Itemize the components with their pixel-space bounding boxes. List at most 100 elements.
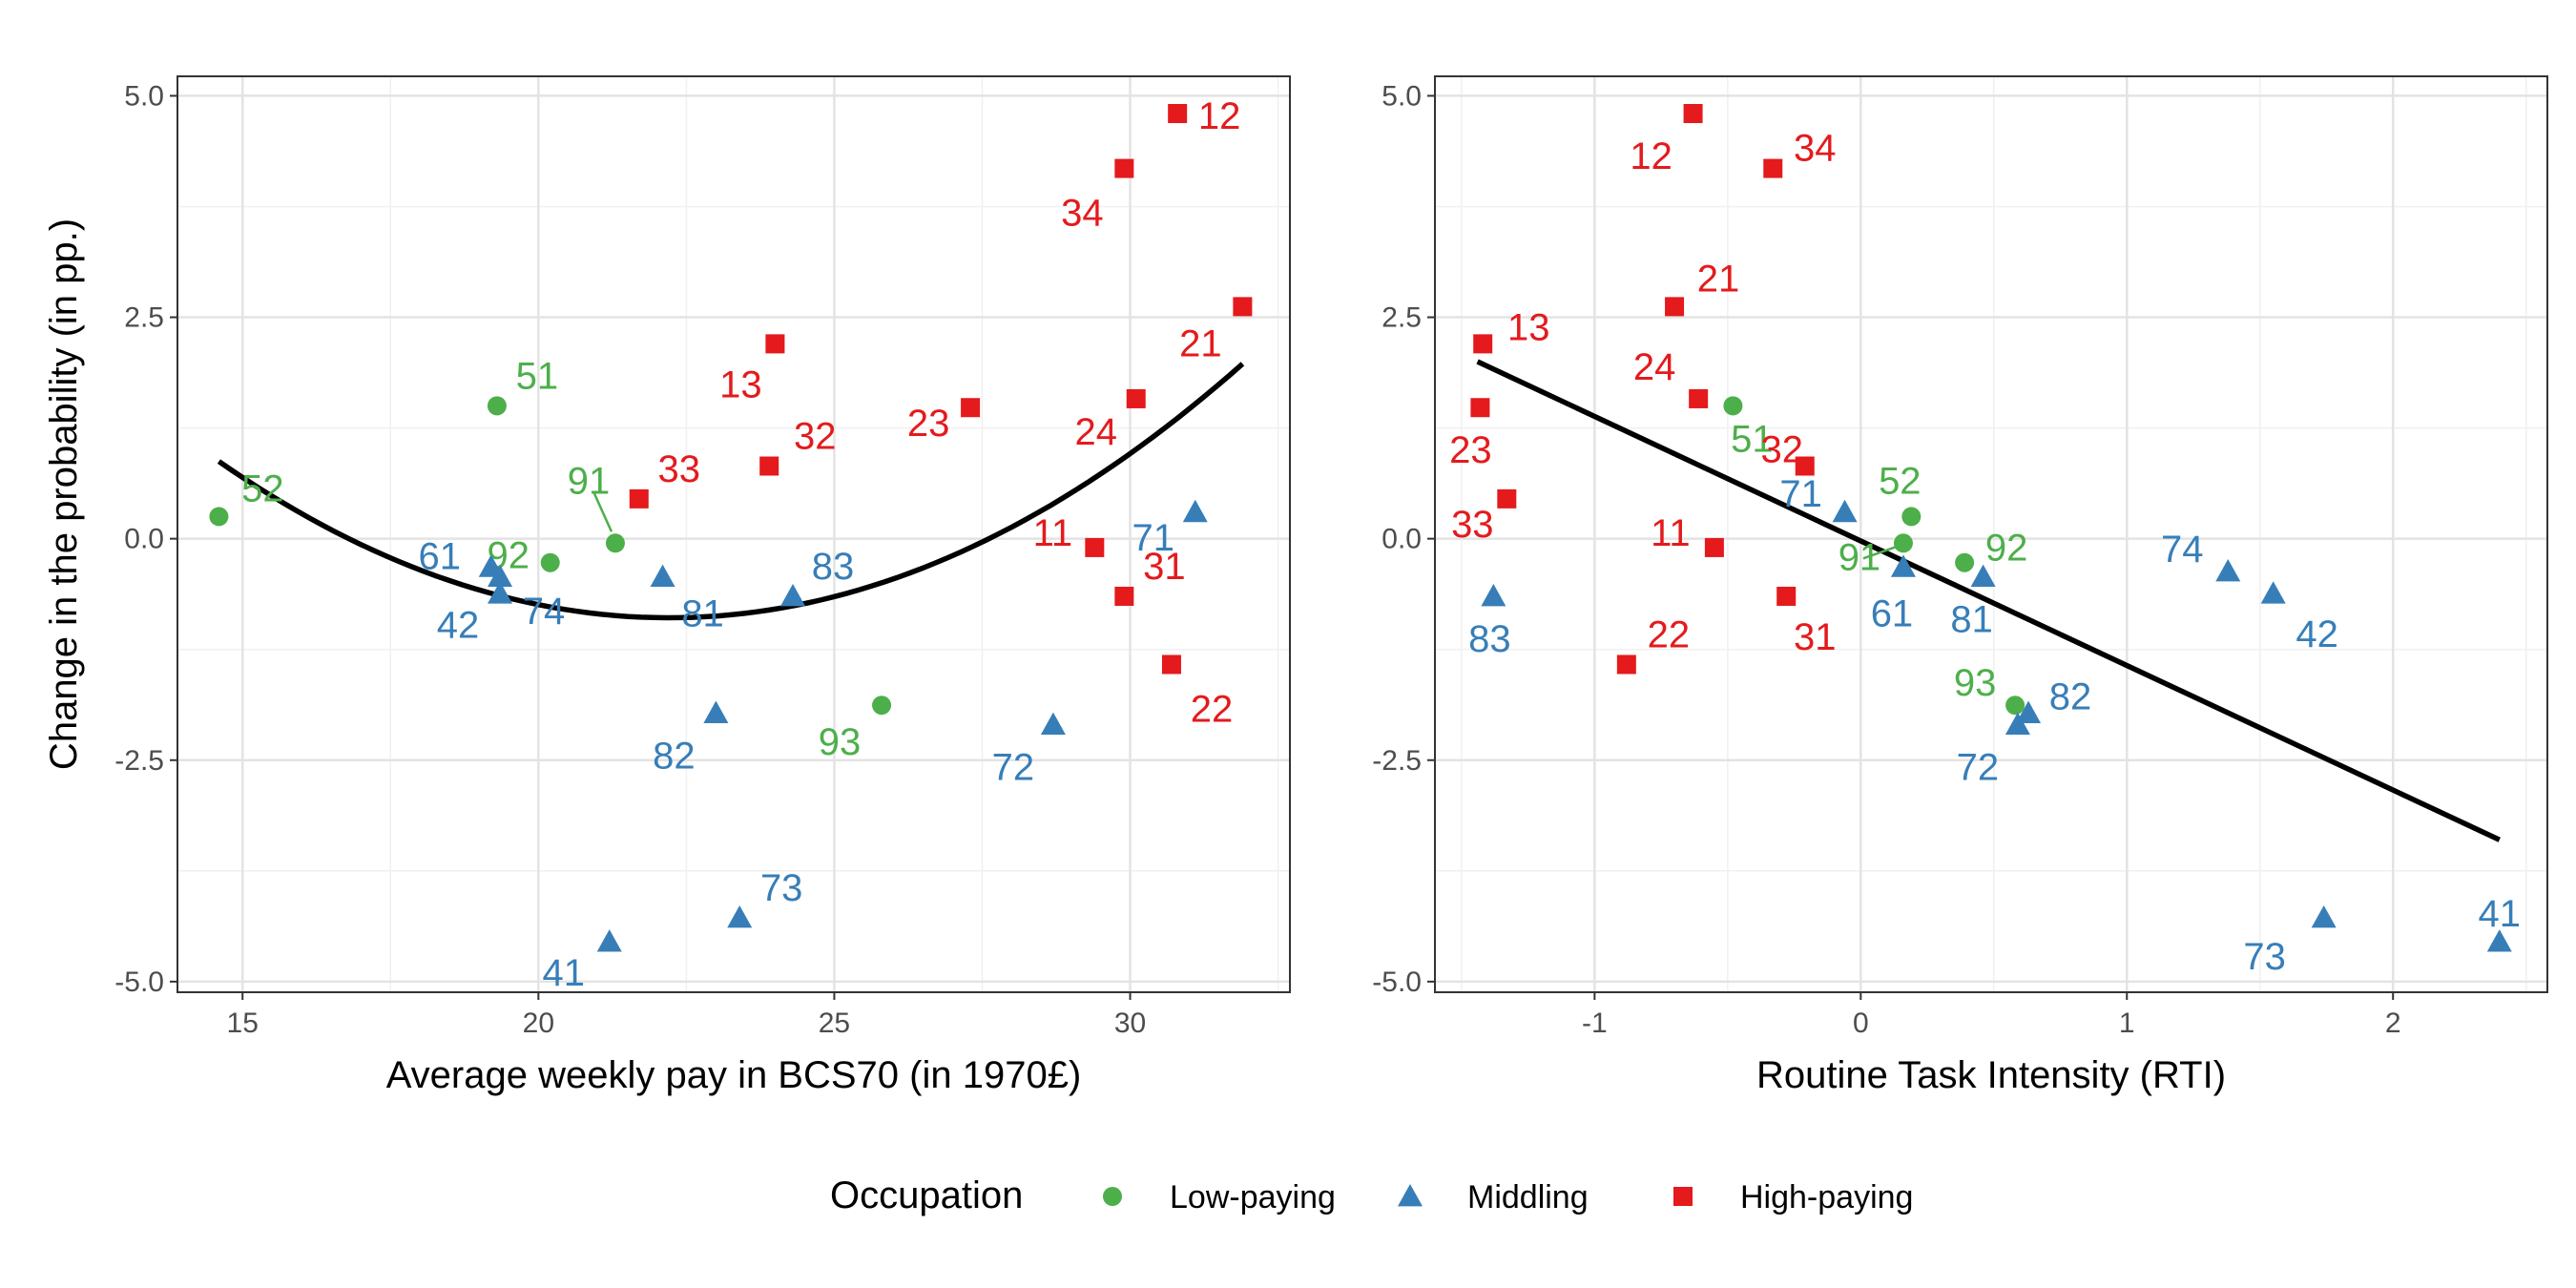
leader-91 [592, 492, 613, 532]
point-label-24: 24 [1074, 411, 1117, 453]
point-23 [961, 398, 981, 418]
point-32 [1795, 456, 1815, 476]
point-51 [487, 396, 507, 416]
point-label-23: 23 [1449, 429, 1492, 471]
point-51 [1723, 396, 1743, 416]
point-label-11: 11 [1033, 512, 1073, 554]
point-34 [1114, 158, 1134, 178]
point-label-82: 82 [653, 736, 696, 778]
point-31 [1114, 586, 1134, 606]
point-label-72: 72 [992, 747, 1035, 789]
point-label-22: 22 [1648, 613, 1691, 655]
point-label-41: 41 [2479, 893, 2522, 935]
point-52 [1901, 507, 1922, 527]
point-82 [2016, 700, 2042, 723]
point-92 [540, 552, 560, 572]
point-71 [1832, 499, 1858, 523]
plot-background [177, 76, 1290, 992]
point-label-83: 83 [1468, 618, 1511, 660]
x-tick-label: 1 [2119, 1008, 2135, 1039]
y-tick-label: 5.0 [124, 80, 164, 112]
leader-91 [1862, 546, 1897, 560]
point-label-83: 83 [812, 546, 855, 588]
point-label-61: 61 [1871, 592, 1914, 634]
point-label-21: 21 [1179, 322, 1222, 364]
point-label-93: 93 [819, 721, 862, 763]
x-tick-label: 20 [523, 1008, 554, 1039]
point-74 [488, 581, 513, 604]
point-label-51: 51 [1731, 418, 1774, 460]
legend-item-low-paying: Low-paying [1170, 1179, 1336, 1215]
point-label-23: 23 [907, 403, 950, 445]
legend-item-high-paying: High-paying [1740, 1179, 1913, 1215]
point-83 [1481, 583, 1506, 607]
y-tick-label: 2.5 [124, 302, 164, 334]
point-label-71: 71 [1779, 473, 1822, 515]
y-tick-label: -5.0 [1372, 966, 1422, 998]
point-22 [1161, 654, 1181, 675]
point-81 [650, 564, 675, 587]
plot-background [1435, 76, 2547, 992]
x-axis-title: Routine Task Intensity (RTI) [1756, 1054, 2226, 1096]
point-label-72: 72 [1957, 747, 2000, 789]
fit-line [1476, 359, 2501, 842]
point-label-41: 41 [543, 952, 586, 994]
point-31 [1776, 586, 1797, 606]
x-axis-title: Average weekly pay in BCS70 (in 1970£) [386, 1054, 1082, 1096]
point-91 [1893, 533, 1913, 553]
point-24 [1126, 388, 1146, 408]
point-label-81: 81 [1950, 599, 1993, 641]
point-label-91: 91 [568, 460, 611, 502]
point-93 [872, 696, 892, 716]
point-32 [759, 456, 779, 476]
point-61 [1890, 554, 1916, 577]
point-13 [765, 334, 785, 354]
x-tick-label: 25 [819, 1008, 850, 1039]
point-label-32: 32 [1760, 429, 1803, 471]
y-tick-label: 2.5 [1381, 302, 1422, 334]
point-73 [727, 905, 753, 928]
point-label-33: 33 [658, 448, 701, 490]
point-33 [629, 488, 649, 509]
y-tick-label: -2.5 [114, 745, 164, 777]
point-label-74: 74 [2161, 529, 2204, 571]
point-label-33: 33 [1451, 504, 1494, 546]
point-label-34: 34 [1061, 193, 1104, 235]
legend-item-middling: Middling [1467, 1179, 1589, 1215]
x-tick-label: 30 [1114, 1008, 1146, 1039]
point-label-12: 12 [1198, 95, 1241, 137]
point-label-91: 91 [1839, 536, 1881, 578]
point-83 [780, 583, 806, 607]
point-label-92: 92 [1985, 528, 2028, 570]
point-label-21: 21 [1697, 258, 1740, 300]
y-tick-label: -2.5 [1372, 745, 1422, 777]
y-tick-label: 5.0 [1381, 80, 1422, 112]
point-34 [1763, 158, 1783, 178]
point-label-11: 11 [1651, 512, 1691, 554]
point-42 [488, 564, 513, 587]
point-92 [1955, 552, 1975, 572]
point-11 [1704, 537, 1724, 557]
point-74 [2215, 558, 2241, 582]
y-tick-label: 0.0 [1381, 524, 1422, 555]
point-22 [1616, 654, 1636, 675]
point-81 [1970, 564, 1996, 587]
point-11 [1085, 537, 1105, 557]
point-label-61: 61 [418, 535, 461, 577]
point-23 [1470, 398, 1490, 418]
y-axis-title: Change in the probability (in pp.) [43, 218, 85, 770]
legend-key-triangle [1398, 1184, 1423, 1207]
x-tick-label: 15 [227, 1008, 259, 1039]
point-72 [2005, 712, 2030, 736]
point-21 [1233, 297, 1253, 317]
y-tick-label: -5.0 [114, 966, 164, 998]
point-label-13: 13 [1507, 306, 1550, 348]
fit-line [217, 362, 1245, 621]
x-tick-label: 0 [1853, 1008, 1869, 1039]
point-82 [703, 700, 729, 723]
panel-border [1434, 75, 2548, 993]
point-label-22: 22 [1191, 688, 1234, 730]
